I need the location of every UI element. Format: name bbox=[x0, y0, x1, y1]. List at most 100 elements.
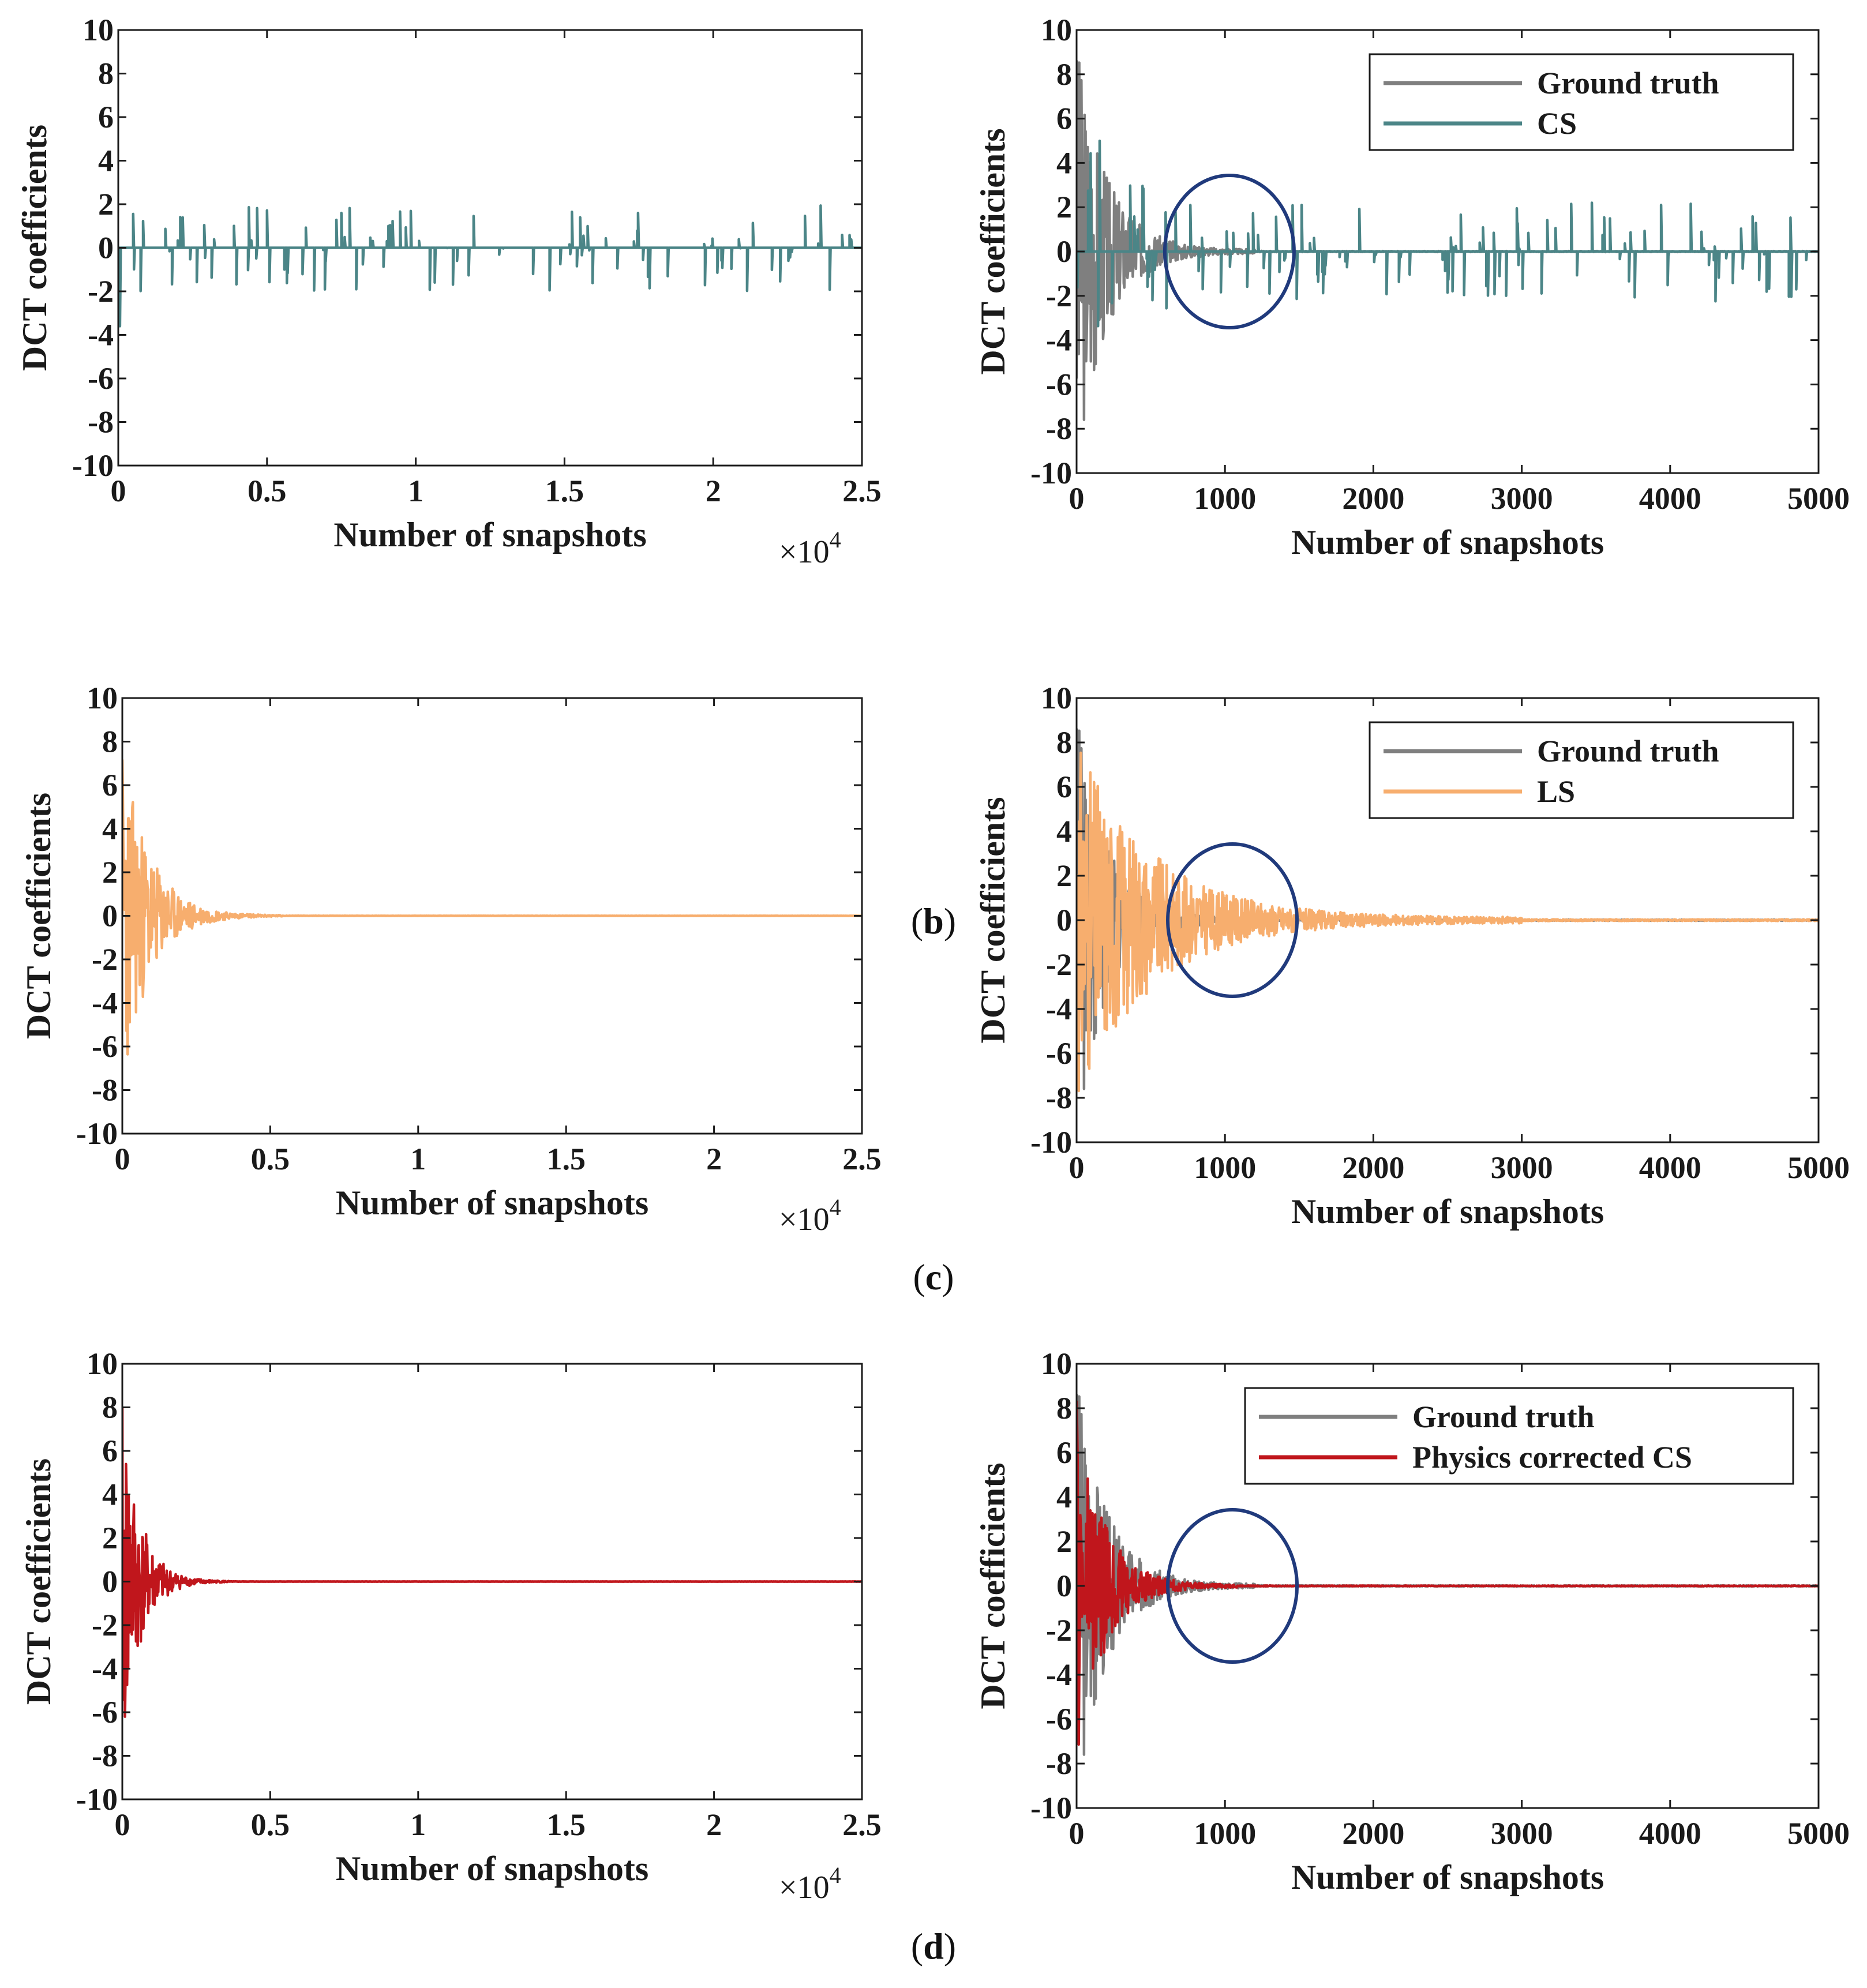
x-tick-label: 5000 bbox=[1787, 481, 1850, 516]
legend-box bbox=[1369, 721, 1794, 819]
y-tick-label: -6 bbox=[88, 361, 114, 396]
series-line-physics-corrected-cs bbox=[122, 1406, 862, 1718]
y-tick-label: -6 bbox=[1046, 1036, 1072, 1071]
y-tick-label: -8 bbox=[1046, 1081, 1072, 1115]
panel-caption: (d) bbox=[911, 1926, 956, 1967]
chart-c-right: 0 1000 2000 3000 4000 5000 -10 -8 -6 -4 -2 0 2 4 6 8 10 N… bbox=[974, 681, 1850, 1231]
chart-b-left: 0 0.5 1 1.5 2 2.5 -10 -8 -6 -4 -2 0 2 4 6 8 10 Number of … bbox=[16, 13, 882, 554]
y-tick-label: 4 bbox=[102, 1477, 118, 1512]
x-tick-label: 1 bbox=[410, 1807, 426, 1842]
y-tick-label: -6 bbox=[92, 1695, 118, 1730]
y-tick-label: 2 bbox=[1056, 858, 1072, 893]
y-axis-label: DCT coefficients bbox=[974, 797, 1012, 1043]
x-tick-label: 0 bbox=[1069, 481, 1085, 516]
y-tick-label: 8 bbox=[98, 57, 114, 91]
y-tick-label: 2 bbox=[1056, 1524, 1072, 1559]
x-tick-label: 1 bbox=[410, 1142, 426, 1176]
y-tick-label: 8 bbox=[1056, 725, 1072, 760]
x-tick-label: 1000 bbox=[1194, 1816, 1256, 1851]
chart-c-left: 0 0.5 1 1.5 2 2.5 -10 -8 -6 -4 -2 0 2 4 6 8 10 Number of … bbox=[20, 681, 882, 1222]
y-tick-label: -2 bbox=[92, 942, 118, 977]
x-tick-label: 0 bbox=[1069, 1150, 1085, 1185]
x-axis-multiplier: ×104 bbox=[779, 527, 841, 570]
y-tick-label: 6 bbox=[1056, 1435, 1072, 1470]
x-axis-label: Number of snapshots bbox=[1291, 523, 1604, 561]
y-tick-label: -10 bbox=[1030, 1125, 1072, 1160]
y-tick-label: 0 bbox=[102, 899, 118, 933]
x-tick-label: 1000 bbox=[1194, 1150, 1256, 1185]
y-tick-label: 0 bbox=[1056, 1569, 1072, 1603]
y-tick-label: 0 bbox=[102, 1565, 118, 1599]
series-line-cs bbox=[1077, 139, 1819, 328]
y-tick-label: -8 bbox=[92, 1739, 118, 1773]
y-tick-label: -6 bbox=[92, 1029, 118, 1064]
y-tick-label: 8 bbox=[102, 725, 118, 759]
y-tick-label: -6 bbox=[1046, 367, 1072, 402]
legend: Ground truth LS bbox=[1369, 721, 1794, 819]
y-tick-label: 4 bbox=[1056, 814, 1072, 849]
series-group bbox=[122, 1406, 862, 1718]
x-axis-label: Number of snapshots bbox=[336, 1184, 648, 1222]
y-tick-label: 2 bbox=[1056, 190, 1072, 224]
legend-box bbox=[1369, 53, 1794, 151]
y-tick-label: 6 bbox=[102, 768, 118, 802]
x-tick-label: 2000 bbox=[1342, 481, 1404, 516]
series-line-ls bbox=[1077, 751, 1819, 1093]
y-tick-label: 2 bbox=[102, 855, 118, 890]
y-tick-label: -4 bbox=[1046, 992, 1072, 1026]
y-tick-label: -10 bbox=[1030, 456, 1072, 490]
y-tick-label: 10 bbox=[1041, 1346, 1072, 1381]
x-tick-label: 4000 bbox=[1639, 1150, 1701, 1185]
x-axis-multiplier: ×104 bbox=[779, 1862, 841, 1906]
series-group bbox=[1077, 1394, 1819, 1756]
y-tick-label: -6 bbox=[1046, 1702, 1072, 1736]
legend: Ground truth Physics corrected CS bbox=[1244, 1387, 1794, 1485]
panel-caption: (c) bbox=[913, 1256, 954, 1297]
highlight-circle bbox=[1163, 174, 1296, 329]
chart-d-left: 0 0.5 1 1.5 2 2.5 -10 -8 -6 -4 -2 0 2 4 6 8 10 Number of … bbox=[20, 1346, 882, 1888]
series-line-physics-corrected-cs bbox=[1077, 1400, 1819, 1746]
chart-d-right: 0 1000 2000 3000 4000 5000 -10 -8 -6 -4 -2 0 2 4 6 8 10 N… bbox=[974, 1346, 1850, 1896]
x-axis-multiplier: ×104 bbox=[779, 1194, 841, 1237]
y-tick-label: 10 bbox=[87, 681, 118, 715]
x-tick-label: 0.5 bbox=[251, 1807, 290, 1842]
x-tick-label: 4000 bbox=[1639, 1816, 1701, 1851]
y-tick-label: 10 bbox=[87, 1346, 118, 1381]
x-axis-label: Number of snapshots bbox=[336, 1850, 648, 1888]
y-tick-label: -4 bbox=[1046, 1657, 1072, 1692]
x-tick-label: 2.5 bbox=[842, 1142, 882, 1176]
series-group bbox=[118, 204, 862, 328]
x-axis-label: Number of snapshots bbox=[1291, 1858, 1604, 1896]
series-group bbox=[1077, 60, 1819, 421]
series-line-cs bbox=[118, 204, 862, 328]
x-tick-label: 5000 bbox=[1787, 1816, 1850, 1851]
y-tick-label: 10 bbox=[1041, 13, 1072, 47]
y-tick-label: 4 bbox=[1056, 1480, 1072, 1514]
y-tick-label: 10 bbox=[1041, 681, 1072, 715]
legend-label: Ground truth bbox=[1537, 66, 1719, 100]
y-tick-label: 2 bbox=[98, 187, 114, 222]
series-group bbox=[1077, 728, 1819, 1093]
y-tick-label: 6 bbox=[1056, 770, 1072, 804]
x-tick-label: 2000 bbox=[1342, 1150, 1404, 1185]
y-tick-label: 6 bbox=[1056, 102, 1072, 136]
y-tick-label: 8 bbox=[1056, 57, 1072, 92]
x-tick-label: 1.5 bbox=[545, 474, 584, 508]
y-tick-label: -8 bbox=[88, 405, 114, 440]
y-tick-label: -10 bbox=[1030, 1791, 1072, 1825]
highlight-circle bbox=[1166, 1508, 1299, 1664]
x-tick-label: 5000 bbox=[1787, 1150, 1850, 1185]
series-group bbox=[122, 759, 862, 1056]
chart-b-right: 0 1000 2000 3000 4000 5000 -10 -8 -6 -4 -2 0 2 4 6 8 10 N… bbox=[974, 13, 1850, 561]
x-tick-label: 3000 bbox=[1491, 1816, 1553, 1851]
y-tick-label: 6 bbox=[102, 1434, 118, 1468]
y-tick-label: 4 bbox=[1056, 145, 1072, 180]
legend-label: Ground truth bbox=[1537, 734, 1719, 768]
y-tick-label: 10 bbox=[83, 13, 114, 47]
highlight-circle bbox=[1166, 842, 1299, 998]
y-tick-label: 4 bbox=[102, 812, 118, 846]
x-tick-label: 0.5 bbox=[248, 474, 287, 508]
y-tick-label: -2 bbox=[1046, 1613, 1072, 1648]
y-axis-label: DCT coefficients bbox=[20, 1458, 58, 1705]
